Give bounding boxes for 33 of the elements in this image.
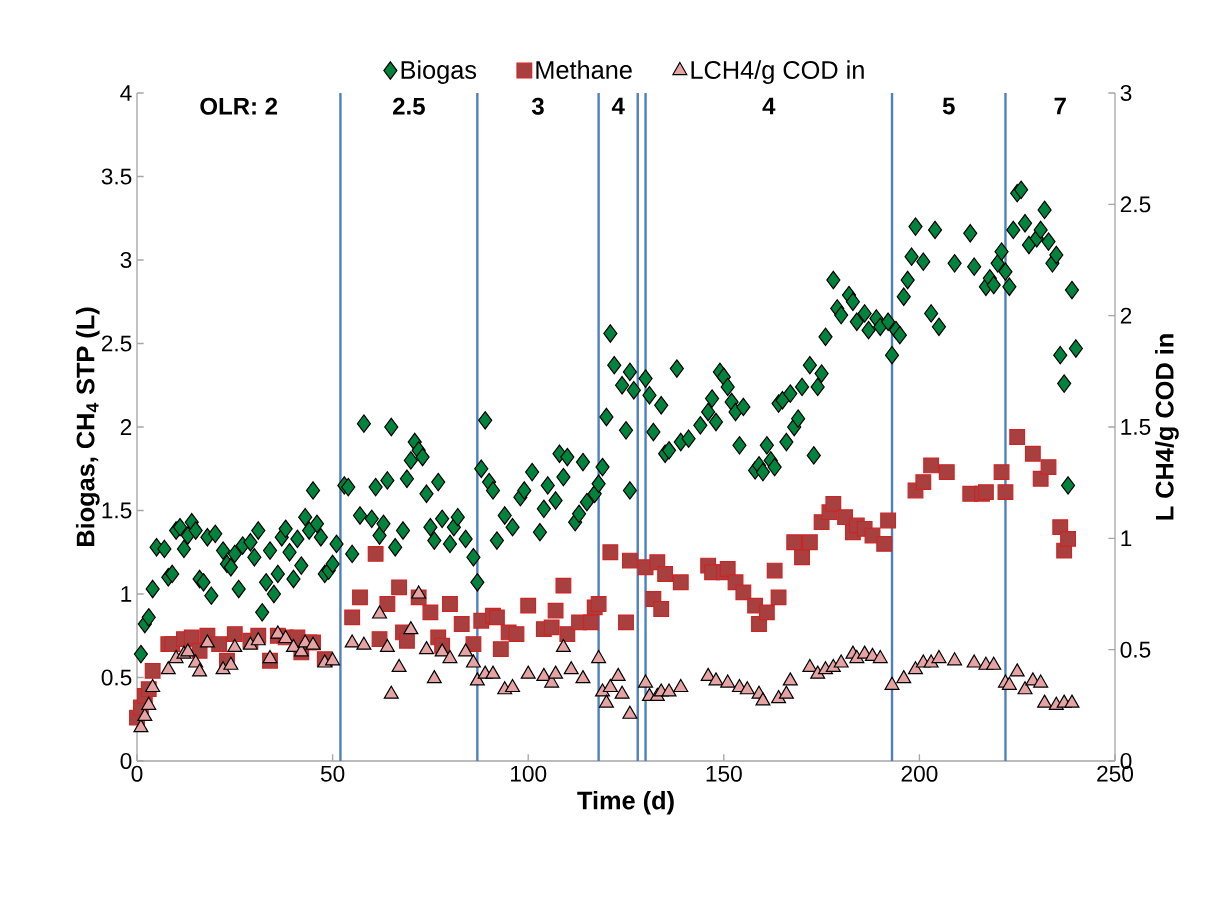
annotation: 4: [762, 97, 776, 115]
y2-axis-title: L CH4/g COD in: [1155, 334, 1179, 520]
y-tick-label: 0.5: [101, 669, 132, 686]
x-axis-title: Time (d): [577, 790, 674, 815]
y2-tick-label: 1.5: [1121, 419, 1151, 435]
annotation: 5: [942, 97, 955, 115]
legend-label: Biogas: [401, 60, 477, 84]
y2-tick-label: 1: [1121, 530, 1132, 547]
x-tick-label: 200: [901, 765, 938, 782]
y2-tick-label: 3: [1120, 84, 1132, 102]
y-tick-label: 4: [120, 85, 132, 101]
x-tick-label: 0: [131, 765, 143, 782]
annotation: 2.5: [393, 97, 425, 115]
x-tick-label: 150: [706, 765, 742, 782]
annotation: 7: [1054, 97, 1066, 115]
y-tick-label: 2: [120, 419, 132, 435]
y-tick-label: 1.5: [102, 502, 132, 519]
y2-tick-label: 2: [1120, 307, 1132, 324]
y2-tick-label: 0.5: [1120, 641, 1151, 658]
legend-label: LCH4/g COD in: [691, 60, 864, 84]
annotation: OLR: 2: [200, 97, 278, 115]
y-tick-label: 0: [120, 752, 132, 770]
legend-label: Methane: [536, 60, 632, 79]
y-axis-title: Biogas, CH$_{4}$ STP (L): [75, 307, 100, 546]
y-tick-label: 2.5: [101, 335, 132, 352]
y-tick-label: 3: [120, 251, 132, 269]
y-tick-label: 3.5: [101, 168, 132, 185]
annotation: 3: [531, 97, 544, 115]
x-tick-label: 50: [320, 765, 345, 782]
x-tick-label: 100: [511, 765, 547, 782]
y2-tick-label: 2.5: [1120, 196, 1151, 213]
y-tick-label: 1: [121, 586, 132, 602]
annotation: 4: [611, 97, 625, 115]
